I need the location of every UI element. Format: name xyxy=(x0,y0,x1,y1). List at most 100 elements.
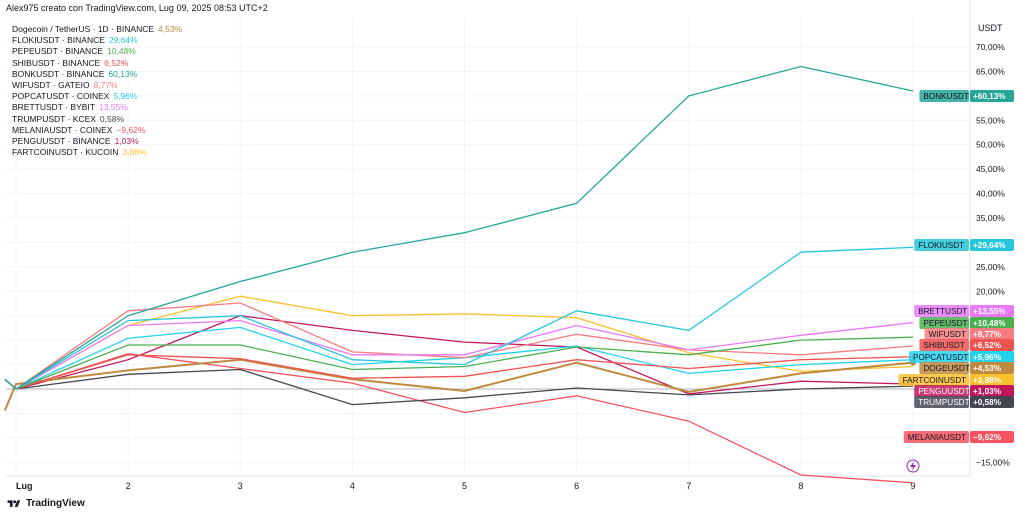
legend-label: MELANIAUSDT · COINEX xyxy=(12,124,113,135)
series-value-tag: +60,13% xyxy=(973,92,1006,101)
legend-value: 29,64% xyxy=(108,35,138,46)
series-value-tag-bg xyxy=(970,362,1014,374)
legend-label: WIFUSDT · GATEIO xyxy=(12,80,90,91)
series-name-tag-bg xyxy=(909,351,969,363)
series-name-tag-bg xyxy=(914,239,969,251)
series-name-tag: WIFUSDT xyxy=(929,330,966,339)
series-name-tag-bg xyxy=(919,317,969,329)
lightning-icon xyxy=(910,461,916,471)
legend-item[interactable]: MELANIAUSDT · COINEX −9,62% xyxy=(12,125,182,136)
event-flag-icon[interactable] xyxy=(906,459,920,473)
series-value-tag: +5,96% xyxy=(973,353,1002,362)
y-tick-label: −15,00% xyxy=(976,457,1010,467)
legend-value: 8,77% xyxy=(93,80,118,91)
legend-item[interactable]: TRUMPUSDT · KCEX 0,58% xyxy=(12,114,182,125)
series-name-tag: BONKUSDT xyxy=(923,92,969,101)
series-name-tag-bg xyxy=(919,339,969,351)
series-value-tag: +3,88% xyxy=(973,376,1002,385)
y-tick-label: 35,00% xyxy=(976,213,1005,223)
series-line-flokiusdt xyxy=(4,246,914,390)
series-value-tag-bg xyxy=(970,328,1014,340)
series-name-tag-bg xyxy=(903,431,969,443)
legend-item[interactable]: Dogecoin / TetherUS · 1D · BINANCE 4,53% xyxy=(12,24,182,35)
legend-item[interactable]: POPCATUSDT · COINEX 5,96% xyxy=(12,91,182,102)
legend-value: 1,03% xyxy=(114,136,139,147)
x-tick-label: 8 xyxy=(798,481,803,491)
legend-item[interactable]: FARTCOINUSDT · KUCOIN 3,88% xyxy=(12,147,182,158)
y-tick-label: 65,00% xyxy=(976,66,1005,76)
series-name-tag-bg xyxy=(924,328,969,340)
y-tick-label: 25,00% xyxy=(976,262,1005,272)
legend-label: SHIBUSDT · BINANCE xyxy=(12,57,101,68)
series-value-tag-bg xyxy=(970,351,1014,363)
series-name-tag: PENGUUSDT xyxy=(918,387,969,396)
series-name-tag-bg xyxy=(898,374,969,386)
legend-label: BRETTUSDT · BYBIT xyxy=(12,102,95,113)
series-name-tag: FARTCOINUSDT xyxy=(903,376,967,385)
series-value-tag: +10,48% xyxy=(973,319,1006,328)
legend-label: POPCATUSDT · COINEX xyxy=(12,91,110,102)
legend-label: PENGUUSDT · BINANCE xyxy=(12,136,111,147)
tradingview-logo-icon xyxy=(7,499,21,507)
legend-item[interactable]: BONKUSDT · BINANCE 60,13% xyxy=(12,69,182,80)
series-value-tag-bg xyxy=(970,396,1014,408)
legend-label: Dogecoin / TetherUS · 1D · BINANCE xyxy=(12,24,155,34)
series-value-tag: +1,03% xyxy=(973,387,1002,396)
y-tick-label: 40,00% xyxy=(976,189,1005,199)
tradingview-brand: TradingView xyxy=(26,498,85,509)
legend-item[interactable]: WIFUSDT · GATEIO 8,77% xyxy=(12,80,182,91)
legend-label: BONKUSDT · BINANCE xyxy=(12,68,105,79)
series-line-trumpusdt xyxy=(4,368,914,406)
series-name-tag: PEPEUSDT xyxy=(923,319,967,328)
series-name-tag: TRUMPUSDT xyxy=(918,398,969,407)
series-value-tag-bg xyxy=(970,374,1014,386)
series-name-tag-bg xyxy=(914,385,969,397)
series-name-tag: SHIBUSDT xyxy=(923,341,964,350)
series-line-dogeusdt xyxy=(3,358,914,411)
series-line-shibusdt xyxy=(4,354,914,390)
series-name-tag-bg xyxy=(914,305,969,317)
series-name-tag: DOGEUSDT xyxy=(923,364,969,373)
legend-item[interactable]: FLOKIUSDT · BINANCE 29,64% xyxy=(12,35,182,46)
legend-item[interactable]: PEPEUSDT · BINANCE 10,48% xyxy=(12,46,182,57)
series-name-tag: BRETTUSDT xyxy=(918,307,967,316)
axis-currency-label: USDT xyxy=(978,23,1003,33)
series-value-tag: +8,77% xyxy=(973,330,1002,339)
legend-label: FARTCOINUSDT · KUCOIN xyxy=(12,147,119,158)
x-tick-label: Lug xyxy=(16,481,33,491)
series-value-tag-bg xyxy=(970,317,1014,329)
series-name-tag-bg xyxy=(914,396,969,408)
legend-item[interactable]: BRETTUSDT · BYBIT 13,55% xyxy=(12,102,182,113)
x-tick-label: 6 xyxy=(574,481,579,491)
legend-value: 5,96% xyxy=(113,91,138,102)
legend-value: 4,53% xyxy=(158,24,183,34)
series-value-tag-bg xyxy=(970,339,1014,351)
legend-value: 0,58% xyxy=(99,113,125,124)
series-value-tag: +29,64% xyxy=(973,241,1006,250)
legend-value: 13,55% xyxy=(98,102,128,113)
legend-label: TRUMPUSDT · KCEX xyxy=(12,113,96,124)
y-tick-label: 20,00% xyxy=(976,286,1005,296)
series-value-tag-bg xyxy=(970,90,1014,102)
legend-item[interactable]: PENGUUSDT · BINANCE 1,03% xyxy=(12,136,182,147)
y-tick-label: 55,00% xyxy=(976,115,1005,125)
series-line-bonkusdt xyxy=(4,65,914,390)
legend-value: 10,48% xyxy=(107,46,136,57)
y-tick-label: 70,00% xyxy=(976,42,1005,52)
x-tick-label: 5 xyxy=(462,481,467,491)
series-name-tag: POPCATUSDT xyxy=(913,353,968,362)
series-name-tag: FLOKIUSDT xyxy=(918,241,964,250)
tradingview-footer[interactable]: TradingView xyxy=(6,498,85,509)
series-value-tag-bg xyxy=(970,305,1014,317)
series-value-tag-bg xyxy=(970,239,1014,251)
y-tick-label: 50,00% xyxy=(976,140,1005,150)
series-line-pepeusdt xyxy=(4,336,914,390)
legend-label: FLOKIUSDT · BINANCE xyxy=(12,35,105,46)
y-tick-label: 45,00% xyxy=(976,164,1005,174)
series-value-tag-bg xyxy=(970,385,1014,397)
chart-header-text: Alex975 creato con TradingView.com, Lug … xyxy=(6,3,268,13)
legend-item[interactable]: SHIBUSDT · BINANCE 6,52% xyxy=(12,58,182,69)
x-tick-label: 9 xyxy=(910,481,915,491)
series-value-tag: +0,58% xyxy=(973,398,1002,407)
